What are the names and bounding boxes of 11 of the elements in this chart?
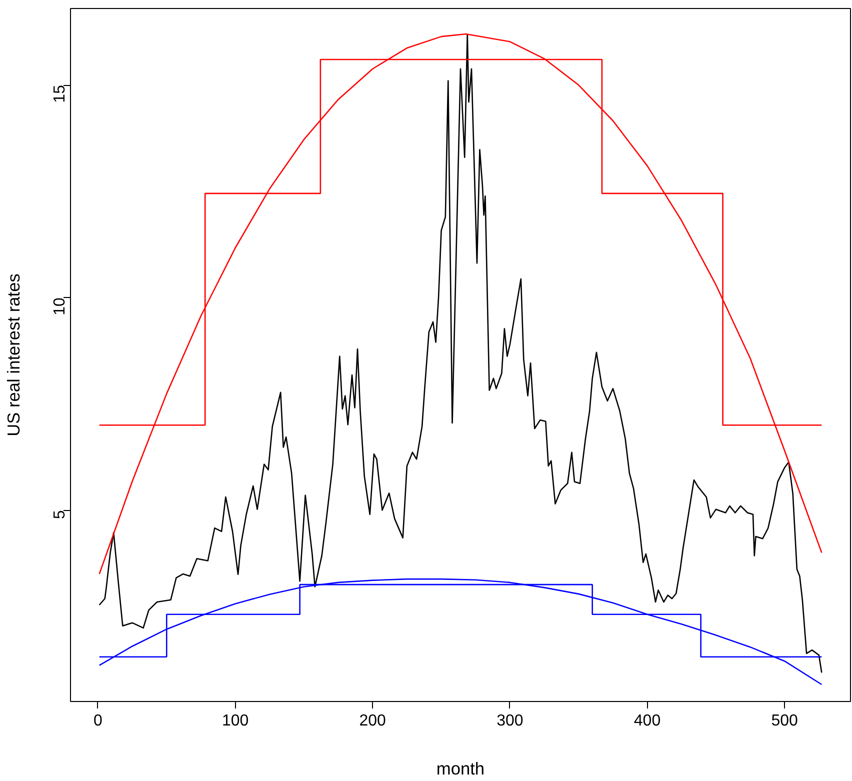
x-tick-label: 100 [222, 712, 249, 730]
x-tick-label: 0 [94, 712, 103, 730]
y-tick-label: 15 [52, 84, 68, 103]
x-axis-title: month [436, 758, 485, 778]
x-tick-label: 500 [771, 712, 798, 730]
x-tick-label: 200 [359, 712, 386, 730]
x-tick-label: 300 [496, 712, 524, 730]
y-tick-label: 5 [52, 510, 68, 520]
y-axis-title: US real interest rates [4, 273, 24, 436]
y-tick-label: 10 [52, 298, 68, 316]
x-tick-label: 400 [634, 712, 661, 730]
